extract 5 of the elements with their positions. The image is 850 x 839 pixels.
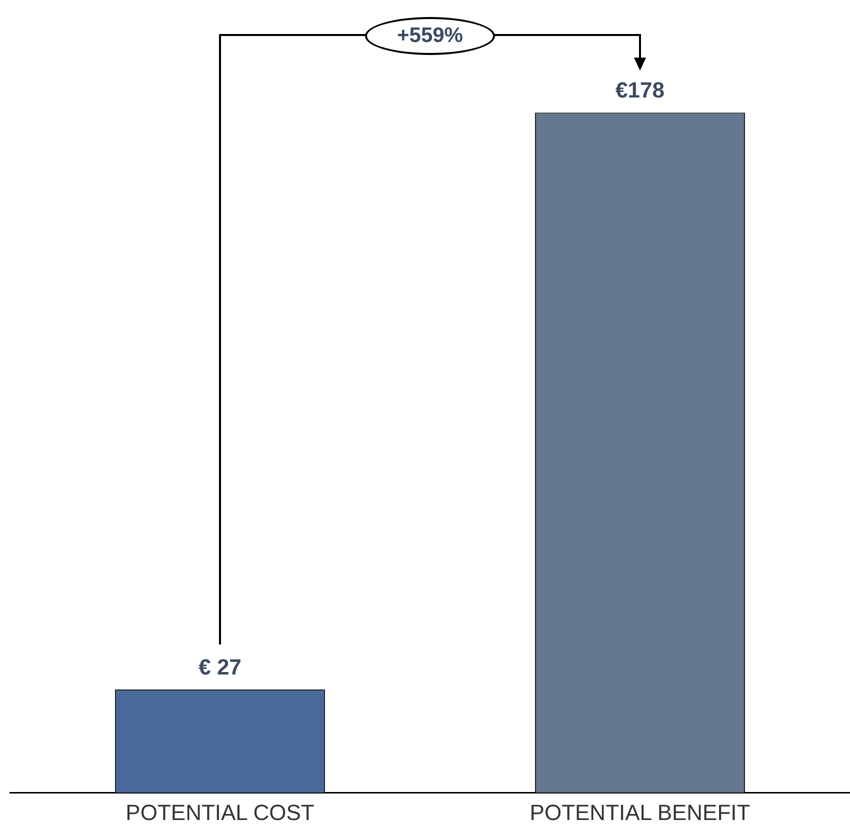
data-label: € 27 <box>198 654 242 680</box>
x-tick-label: POTENTIAL BENEFIT <box>530 800 750 825</box>
x-tick-label: POTENTIAL COST <box>126 800 314 825</box>
data-label: €178 <box>616 78 664 103</box>
text: +559% <box>365 17 495 55</box>
